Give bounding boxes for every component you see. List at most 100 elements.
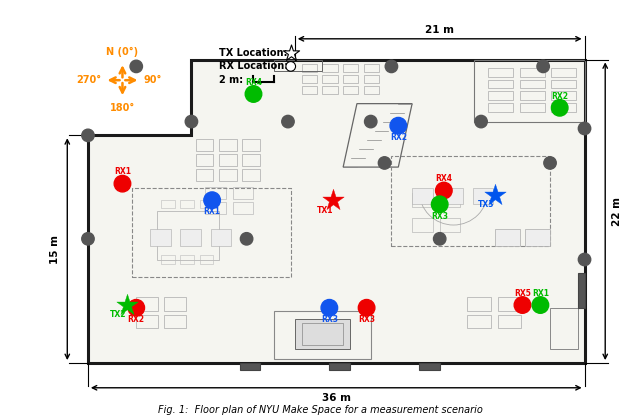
Text: RX3: RX3: [358, 315, 375, 324]
Bar: [180, 200, 194, 208]
Bar: [552, 80, 576, 88]
Bar: [243, 139, 260, 151]
Bar: [520, 91, 545, 100]
Bar: [302, 86, 317, 94]
Polygon shape: [88, 60, 584, 363]
Circle shape: [433, 233, 446, 245]
Bar: [498, 315, 521, 329]
Bar: [467, 297, 491, 311]
Bar: [552, 68, 576, 77]
Circle shape: [365, 116, 377, 128]
Bar: [343, 75, 358, 83]
Circle shape: [286, 62, 296, 71]
Bar: [520, 80, 545, 88]
Text: RX4: RX4: [245, 78, 262, 87]
Bar: [440, 218, 460, 232]
Circle shape: [82, 129, 94, 142]
Text: RX2: RX2: [128, 315, 145, 324]
Bar: [392, 156, 550, 246]
Text: RX1: RX1: [114, 167, 131, 176]
Text: RX2: RX2: [551, 92, 568, 100]
Bar: [473, 188, 493, 204]
Text: Fig. 1:  Floor plan of NYU Make Space for a measurement scenario: Fig. 1: Floor plan of NYU Make Space for…: [157, 405, 483, 415]
Circle shape: [579, 253, 591, 266]
Circle shape: [579, 122, 591, 135]
Bar: [412, 188, 433, 204]
Circle shape: [114, 176, 131, 192]
Bar: [520, 103, 545, 112]
Bar: [240, 363, 260, 370]
Bar: [323, 86, 338, 94]
Bar: [440, 193, 460, 207]
Bar: [136, 297, 158, 311]
Circle shape: [185, 116, 198, 128]
Text: N (0°): N (0°): [106, 48, 138, 58]
Bar: [196, 169, 214, 181]
Circle shape: [514, 297, 531, 313]
Bar: [343, 86, 358, 94]
Bar: [161, 255, 175, 264]
Text: 2 m:: 2 m:: [219, 75, 243, 85]
Text: TX1: TX1: [317, 206, 333, 215]
Text: 270°: 270°: [77, 75, 102, 85]
Bar: [412, 193, 433, 207]
Text: RX5: RX5: [514, 289, 531, 298]
Circle shape: [321, 299, 338, 316]
Circle shape: [245, 86, 262, 102]
Bar: [419, 363, 440, 370]
Bar: [132, 188, 291, 277]
Circle shape: [82, 233, 94, 245]
Bar: [552, 103, 576, 112]
Bar: [164, 315, 186, 329]
Text: RX3: RX3: [321, 315, 338, 324]
Text: RX1: RX1: [204, 207, 221, 216]
Point: [122, 301, 132, 308]
Bar: [219, 154, 237, 166]
Circle shape: [204, 192, 220, 208]
Bar: [578, 273, 584, 308]
Bar: [467, 315, 491, 329]
Bar: [552, 91, 576, 100]
Bar: [412, 218, 433, 232]
Bar: [161, 200, 175, 208]
Bar: [180, 255, 194, 264]
Bar: [323, 75, 338, 83]
Bar: [488, 91, 513, 100]
Bar: [323, 64, 338, 72]
Bar: [474, 60, 584, 122]
Circle shape: [130, 60, 143, 73]
Bar: [196, 154, 214, 166]
Bar: [488, 80, 513, 88]
Bar: [243, 169, 260, 181]
Circle shape: [431, 196, 448, 213]
Bar: [205, 202, 226, 214]
Bar: [200, 255, 214, 264]
Bar: [150, 229, 171, 246]
Circle shape: [537, 60, 549, 73]
Bar: [343, 64, 358, 72]
Text: 15 m: 15 m: [51, 235, 60, 264]
Bar: [302, 323, 343, 345]
Bar: [219, 139, 237, 151]
Bar: [442, 188, 463, 204]
Bar: [520, 68, 545, 77]
Circle shape: [282, 116, 294, 128]
Point: [285, 49, 296, 56]
Circle shape: [128, 299, 145, 316]
Circle shape: [436, 182, 452, 199]
Bar: [550, 308, 578, 349]
Bar: [364, 75, 379, 83]
Circle shape: [358, 299, 375, 316]
Point: [490, 191, 500, 198]
Bar: [157, 211, 219, 259]
Bar: [233, 202, 253, 214]
Circle shape: [475, 116, 487, 128]
Bar: [488, 103, 513, 112]
Circle shape: [390, 118, 406, 134]
Bar: [364, 64, 379, 72]
Bar: [488, 68, 513, 77]
Bar: [243, 154, 260, 166]
Bar: [136, 315, 158, 329]
Text: RX1: RX1: [532, 289, 549, 298]
Bar: [495, 229, 520, 246]
